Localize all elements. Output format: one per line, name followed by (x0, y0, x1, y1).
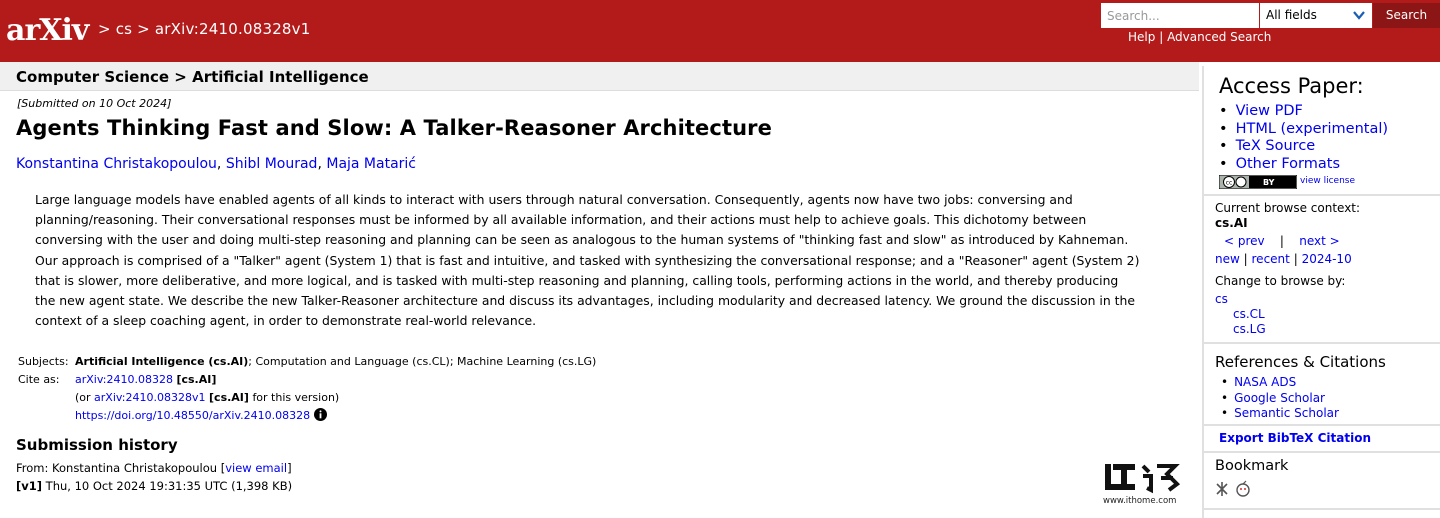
submission-history: From: Konstantina Christakopoulou [view … (16, 461, 293, 493)
view-email-link[interactable]: view email (225, 461, 288, 475)
help-divider: | (1159, 30, 1164, 44)
other-formats-link[interactable]: Other Formats (1235, 155, 1340, 172)
change-browse-label: Change to browse by: (1215, 274, 1346, 288)
other-subjects: ; Computation and Language (cs.CL); Mach… (248, 355, 597, 368)
access-links: View PDF HTML (experimental) TeX Source … (1219, 103, 1388, 173)
browse-cs-link[interactable]: cs (1215, 292, 1228, 306)
svg-text:BY: BY (1263, 178, 1275, 187)
subject-header: Computer Science > Artificial Intelligen… (16, 68, 369, 86)
bookmark-icons (1216, 480, 1250, 497)
svg-text:arXiv: arXiv (6, 13, 91, 48)
tex-source-link[interactable]: TeX Source (1235, 138, 1316, 154)
version-info: Thu, 10 Oct 2024 19:31:35 UTC (1,398 KB) (45, 479, 293, 493)
cite-category: [cs.AI] (176, 373, 217, 386)
advanced-search-link[interactable]: Advanced Search (1167, 30, 1272, 44)
browse-cs-cl-link[interactable]: cs.CL (1233, 307, 1265, 321)
svg-text:cc: cc (1226, 180, 1233, 187)
authors: Konstantina Christakopoulou, Shibl Moura… (16, 156, 417, 172)
subject-header-bar: Computer Science > Artificial Intelligen… (0, 62, 1199, 91)
sidebar-divider (1204, 342, 1440, 344)
submission-history-heading: Submission history (16, 436, 178, 454)
cite-label: Cite as: (18, 373, 60, 386)
abstract-line: the new agent state. We describe the new… (35, 293, 1135, 309)
export-bibtex-link[interactable]: Export BibTeX Citation (1219, 431, 1372, 445)
search-field-value: All fields (1266, 8, 1317, 22)
sidebar-divider (1204, 194, 1440, 196)
html-link[interactable]: HTML (experimental) (1235, 120, 1389, 137)
references-heading: References & Citations (1215, 353, 1386, 371)
sidebar (1202, 66, 1440, 518)
browse-cs-lg-link[interactable]: cs.LG (1233, 322, 1266, 336)
month-link[interactable]: 2024-10 (1301, 252, 1352, 266)
chevron-down-icon (1353, 11, 1365, 20)
abstract-line: planning/reasoning. Their conversational… (35, 212, 1087, 228)
arxiv-logo[interactable]: arXiv (6, 10, 96, 50)
browse-listing-links: new | recent | 2024-10 (1215, 252, 1352, 266)
abstract-line: that is slower, more deliberative, and m… (35, 272, 1119, 288)
sidebar-divider (1204, 508, 1440, 510)
cite-version-category: [cs.AI] (209, 391, 249, 404)
cite-version-link[interactable]: arXiv:2410.08328v1 (94, 391, 206, 404)
nasa-ads-link[interactable]: NASA ADS (1234, 375, 1297, 389)
ithome-watermark-logo (1105, 464, 1181, 494)
search-input[interactable] (1101, 3, 1259, 28)
browse-context-value: cs.AI (1215, 216, 1248, 230)
view-pdf-link[interactable]: View PDF (1235, 103, 1303, 119)
submitted-date: [Submitted on 10 Oct 2024] (17, 97, 172, 110)
abstract: Large language models have enabled agent… (35, 190, 1165, 331)
primary-subject: Artificial Intelligence (cs.AI) (75, 355, 249, 368)
version-tag[interactable]: [v1] (16, 479, 43, 493)
semantic-scholar-link[interactable]: Semantic Scholar (1234, 406, 1339, 420)
search-field-select[interactable]: All fields (1260, 3, 1372, 28)
browse-prev-next: < prev | next > (1224, 234, 1340, 248)
cite-id-link[interactable]: arXiv:2410.08328 (75, 373, 173, 386)
view-license-link[interactable]: view license (1300, 176, 1356, 186)
bibsonomy-icon[interactable] (1216, 482, 1228, 496)
info-icon[interactable] (314, 408, 328, 421)
access-paper-heading: Access Paper: (1219, 74, 1364, 98)
references-links: NASA ADS Google Scholar Semantic Scholar (1221, 375, 1339, 422)
search-button[interactable]: Search (1373, 3, 1440, 28)
cc-by-license-icon[interactable]: cc BY (1219, 175, 1297, 189)
site-header: arXiv > cs > arXiv:2410.08328v1 All fiel… (0, 0, 1440, 62)
abstract-line: context of a sleep coaching agent, in or… (35, 313, 537, 329)
browse-context-label: Current browse context: (1215, 201, 1361, 215)
abstract-line: conversing with the user and doing multi… (35, 232, 1129, 248)
bookmark-heading: Bookmark (1215, 458, 1289, 474)
doi-link[interactable]: https://doi.org/10.48550/arXiv.2410.0832… (75, 409, 311, 422)
paper-title: Agents Thinking Fast and Slow: A Talker-… (16, 116, 772, 140)
author-link[interactable]: Maja Matarić (326, 156, 417, 172)
author-link[interactable]: Konstantina Christakopoulou (16, 156, 217, 172)
help-links: Help | Advanced Search (1128, 30, 1271, 44)
subjects-label: Subjects: (18, 355, 69, 368)
google-scholar-link[interactable]: Google Scholar (1234, 390, 1325, 405)
sidebar-divider (1204, 424, 1440, 426)
author-link[interactable]: Shibl Mourad (225, 156, 318, 172)
prev-link[interactable]: < prev (1224, 234, 1265, 248)
reddit-icon[interactable] (1236, 480, 1250, 497)
abstract-line: Large language models have enabled agent… (35, 192, 1073, 207)
breadcrumb[interactable]: > cs > arXiv:2410.08328v1 (98, 20, 311, 38)
watermark-text: www.ithome.com (1103, 496, 1177, 506)
sidebar-divider (1204, 451, 1440, 453)
next-link[interactable]: next > (1299, 234, 1340, 248)
abstract-line: Our approach is comprised of a "Talker" … (35, 252, 1140, 268)
help-link[interactable]: Help (1128, 30, 1156, 44)
new-link[interactable]: new (1215, 252, 1240, 266)
recent-link[interactable]: recent (1251, 252, 1290, 266)
